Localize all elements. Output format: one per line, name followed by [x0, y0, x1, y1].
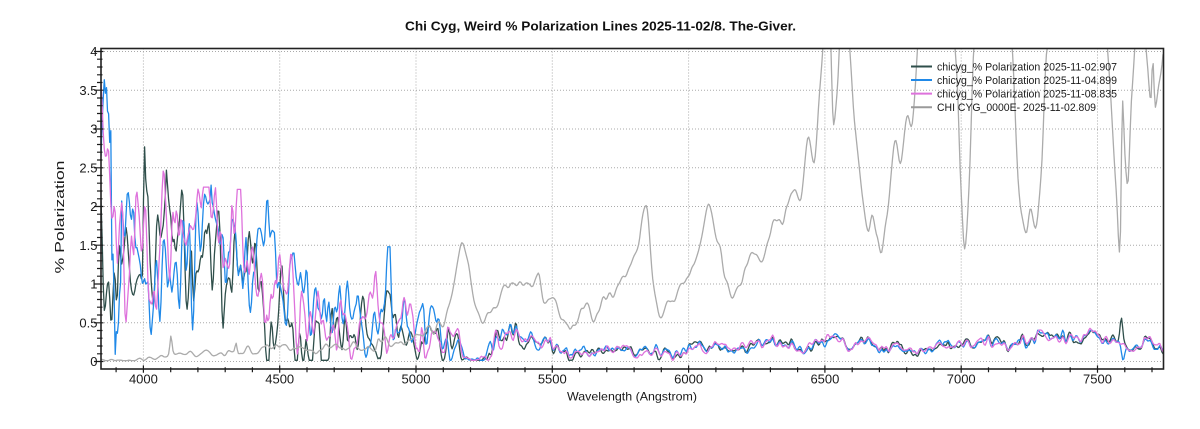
svg-text:Chi Cyg, Weird % Polarization: Chi Cyg, Weird % Polarization Lines 2025… — [405, 20, 796, 34]
svg-text:% Polarization: % Polarization — [52, 161, 67, 274]
svg-text:2.5: 2.5 — [79, 160, 97, 175]
svg-text:3: 3 — [90, 122, 97, 137]
svg-text:7000: 7000 — [947, 371, 976, 386]
svg-text:chicyg_% Polarization 2025-11: chicyg_% Polarization 2025-11-08.835 — [937, 89, 1117, 101]
svg-text:6500: 6500 — [810, 371, 839, 386]
svg-text:6000: 6000 — [674, 371, 703, 386]
svg-text:4: 4 — [90, 44, 97, 59]
svg-text:5500: 5500 — [538, 371, 567, 386]
svg-text:1.5: 1.5 — [79, 238, 97, 253]
svg-text:7500: 7500 — [1083, 371, 1112, 386]
svg-text:chicyg_% Polarization 2025-11: chicyg_% Polarization 2025-11-02.907 — [937, 62, 1117, 74]
svg-text:0: 0 — [90, 354, 97, 369]
svg-text:3.5: 3.5 — [79, 83, 97, 98]
svg-text:1: 1 — [90, 277, 97, 292]
svg-text:Wavelength (Angstrom): Wavelength (Angstrom) — [567, 390, 697, 404]
svg-text:4000: 4000 — [129, 371, 158, 386]
svg-text:4500: 4500 — [265, 371, 294, 386]
svg-text:CHI CYG_0000E- 2025-11-02.809: CHI CYG_0000E- 2025-11-02.809 — [937, 102, 1096, 114]
svg-text:5000: 5000 — [402, 371, 431, 386]
svg-text:chicyg_% Polarization 2025-11: chicyg_% Polarization 2025-11-04.899 — [937, 75, 1117, 87]
svg-text:2: 2 — [90, 199, 97, 214]
svg-text:0.5: 0.5 — [79, 315, 97, 330]
